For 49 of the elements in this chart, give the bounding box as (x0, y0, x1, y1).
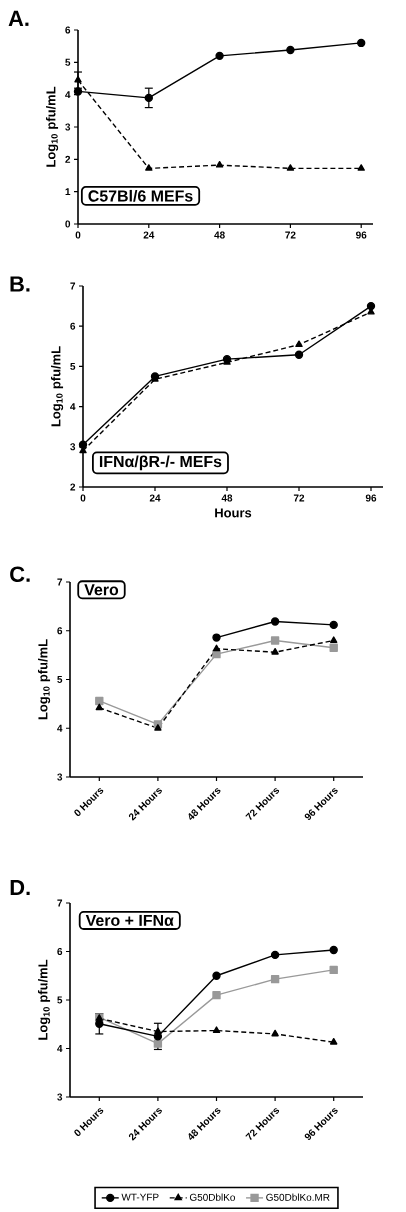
y-tick-label: 3 (70, 443, 76, 451)
y-tick-label: 4 (70, 403, 76, 411)
chart-title: C. (10, 566, 30, 582)
y-tick-label: 0 (65, 220, 71, 228)
y-axis-title: Log$_{10}$ pfu/mL (37, 959, 51, 1040)
y-tick-label: 3 (57, 1093, 63, 1101)
y-axis-title: Log$_{10}$ pfu/mL (37, 639, 51, 720)
y-axis-title: Log$_{10}$ pfu/mL (45, 86, 59, 167)
y-tick-label: 5 (70, 362, 76, 370)
y-tick-label: 4 (57, 1045, 63, 1052)
annotation: IFNα/βR-/- MEFs (99, 455, 222, 471)
x-axis-title: Hours (215, 508, 252, 518)
x-tick-label: 48 (214, 231, 225, 239)
x-tick-label: 24 (143, 231, 155, 239)
y-tick-label: 3 (65, 123, 71, 131)
y-tick-label: 5 (65, 58, 71, 66)
annotation: Vero (84, 584, 119, 596)
legend-label: WT-YFP (121, 1193, 159, 1201)
x-tick-label: 96 (356, 231, 367, 239)
x-tick-label: 48 (221, 494, 233, 502)
y-tick-label: 7 (57, 578, 63, 586)
chart-title: D. (10, 879, 30, 896)
y-tick-label: 5 (57, 996, 63, 1004)
x-tick-label: 0 (80, 494, 86, 502)
y-tick-label: 3 (57, 773, 63, 781)
y-axis-title: Log$_{10}$ pfu/mL (50, 346, 64, 427)
legend-label: G50DblKo (189, 1193, 235, 1201)
chart-title: A. (8, 10, 29, 26)
y-tick-label: 7 (70, 282, 76, 290)
y-tick-label: 1 (65, 188, 71, 196)
y-tick-label: 4 (65, 91, 71, 99)
y-tick-label: 6 (57, 947, 63, 956)
chart-title: B. (10, 276, 30, 292)
x-tick-label: 0 (75, 231, 81, 239)
x-tick-label: 72 (285, 231, 296, 239)
y-tick-label: 7 (57, 899, 63, 907)
y-tick-label: 6 (70, 322, 76, 330)
x-tick-label: 96 (365, 494, 377, 502)
y-tick-label: 2 (70, 483, 76, 491)
annotation: Vero + IFNα (85, 914, 174, 927)
y-tick-label: 5 (57, 676, 63, 683)
y-tick-label: 6 (65, 26, 71, 34)
x-tick-label: 72 (293, 494, 305, 502)
y-tick-label: 2 (65, 155, 71, 163)
annotation: C57Bl/6 MEFs (88, 189, 193, 202)
legend-label: G50DblKo.MR (266, 1193, 330, 1201)
x-tick-label: 24 (149, 494, 161, 502)
y-tick-label: 4 (57, 724, 63, 732)
y-tick-label: 6 (57, 627, 63, 635)
